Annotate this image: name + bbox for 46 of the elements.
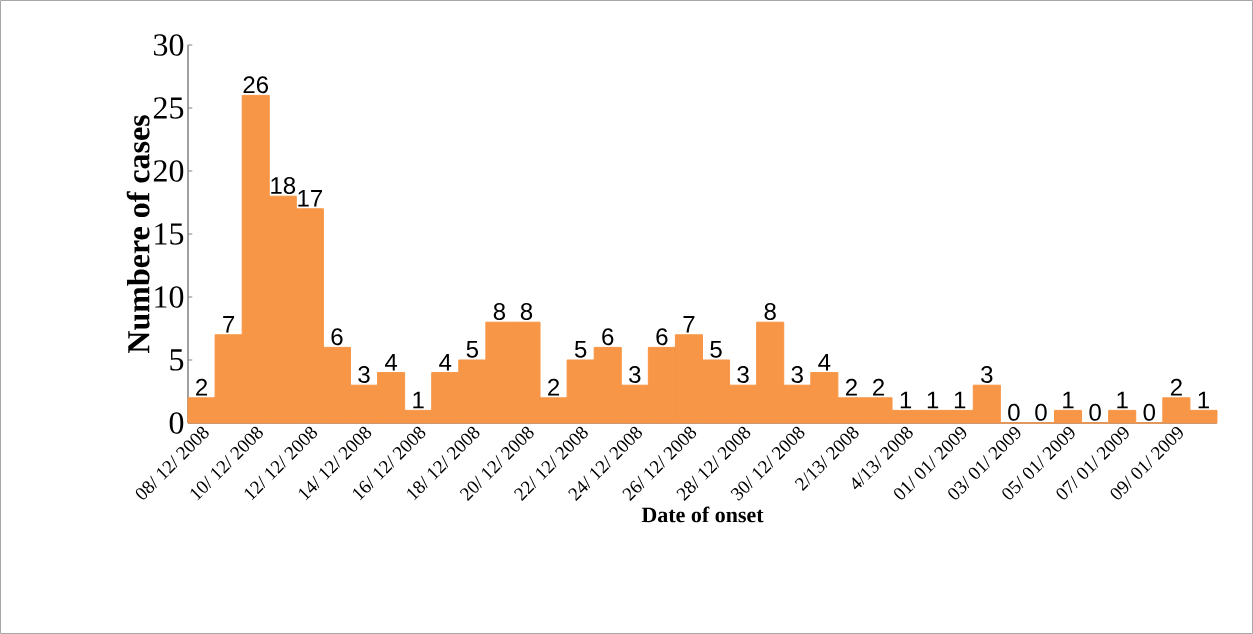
y-tick-label: 30 — [154, 34, 184, 56]
data-label: 8 — [764, 303, 776, 320]
y-tick-label: 15 — [155, 223, 184, 245]
data-label: 1 — [1198, 391, 1209, 409]
data-label: 1 — [413, 391, 424, 409]
y-axis-title: Numbere of cases — [126, 115, 150, 354]
y-tick-label: 20 — [153, 160, 184, 182]
data-label: 18 — [271, 177, 296, 194]
y-tick-label: 5 — [170, 349, 184, 371]
data-label: 2 — [1170, 378, 1182, 396]
data-label: 5 — [574, 341, 587, 358]
data-label: 6 — [331, 328, 343, 346]
data-label: 1 — [927, 391, 939, 409]
data-label: 1 — [1063, 391, 1074, 409]
data-label: 4 — [818, 353, 831, 371]
data-label: 3 — [358, 366, 370, 383]
data-label: 3 — [791, 366, 803, 383]
data-label: 2 — [548, 378, 560, 396]
data-label: 6 — [656, 328, 668, 346]
data-label: 1 — [900, 391, 912, 409]
y-tick-label: 25 — [153, 97, 184, 119]
data-label: 8 — [520, 303, 533, 320]
data-label: 3 — [629, 366, 641, 383]
data-label: 2 — [873, 378, 884, 396]
y-tick-label: 10 — [155, 286, 184, 308]
data-label: 4 — [439, 353, 452, 371]
data-label: 6 — [602, 328, 614, 346]
data-label: 2 — [845, 378, 857, 396]
data-label: 26 — [243, 76, 268, 94]
data-label: 5 — [710, 341, 722, 358]
data-label: 1 — [1117, 391, 1128, 409]
data-label: 17 — [298, 190, 322, 207]
data-label: 7 — [683, 316, 695, 333]
data-label: 0 — [1035, 403, 1047, 421]
x-axis-title: Date of onset — [641, 506, 764, 523]
data-label: 0 — [1008, 403, 1020, 421]
data-label: 4 — [384, 353, 398, 371]
data-label: 3 — [981, 366, 993, 383]
data-label: 0 — [1143, 403, 1156, 421]
data-label: 2 — [196, 378, 208, 396]
data-label: 3 — [737, 366, 749, 383]
data-label: 1 — [954, 391, 966, 409]
data-label: 0 — [1089, 403, 1101, 421]
data-label: 5 — [466, 341, 478, 358]
data-label: 7 — [223, 316, 235, 333]
data-label: 8 — [493, 303, 506, 320]
